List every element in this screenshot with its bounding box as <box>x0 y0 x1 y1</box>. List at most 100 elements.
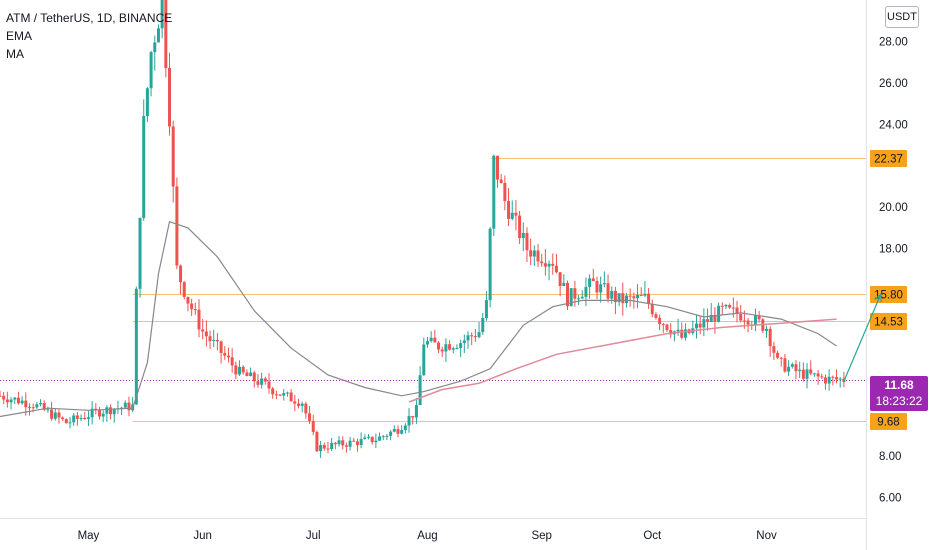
ma-line <box>0 220 837 418</box>
candle-body <box>809 369 813 374</box>
candle-body <box>42 403 46 410</box>
candle-body <box>215 339 219 342</box>
candle-body <box>234 365 238 375</box>
candle-body <box>326 448 330 450</box>
candle-body <box>794 364 798 372</box>
candle-body <box>838 378 842 380</box>
candle-body <box>728 304 732 308</box>
candle-body <box>344 445 348 447</box>
candle-body <box>271 388 275 395</box>
candle-body <box>831 376 835 378</box>
candle-body <box>175 186 179 266</box>
candle-body <box>171 126 175 187</box>
candle-body <box>359 439 363 446</box>
candle-body <box>610 290 614 299</box>
candle-body <box>223 353 227 356</box>
candle-body <box>683 329 687 338</box>
x-tick-label: Nov <box>756 530 777 542</box>
candle-body <box>400 430 404 434</box>
candle-body <box>591 278 595 282</box>
projection-arrow[interactable] <box>843 293 882 382</box>
candle-body <box>514 212 518 216</box>
candle-body <box>109 407 113 415</box>
candle-body <box>293 401 297 404</box>
x-tick-label: Jul <box>306 530 321 542</box>
candle-body <box>186 296 190 304</box>
candles <box>0 0 846 458</box>
candle-body <box>134 288 138 405</box>
candle-body <box>304 403 308 414</box>
y-tick-label: 8.00 <box>879 451 901 463</box>
y-tick-label: 20.00 <box>879 202 908 214</box>
candle-body <box>31 407 35 409</box>
candle-body <box>156 28 160 43</box>
candle-body <box>64 419 68 424</box>
candle-body <box>341 440 345 446</box>
candle-body <box>779 357 783 359</box>
currency-unit-button[interactable]: USDT <box>885 6 919 28</box>
candle-body <box>414 405 418 418</box>
candle-body <box>790 364 794 367</box>
candle-body <box>706 319 710 323</box>
candle-body <box>617 293 621 303</box>
candle-body <box>510 212 514 219</box>
legend-ma[interactable]: MA <box>6 47 24 61</box>
candle-body <box>245 372 249 377</box>
candle-body <box>720 305 724 307</box>
candle-body <box>378 436 382 441</box>
y-tick-label: 6.00 <box>879 492 901 504</box>
candle-body <box>90 408 94 418</box>
x-tick-label: May <box>78 530 100 542</box>
candle-body <box>621 293 625 304</box>
level-tag-label: 9.68 <box>877 417 899 429</box>
level-tag-label: 14.53 <box>874 317 903 329</box>
candle-body <box>86 417 90 419</box>
candle-body <box>602 283 606 285</box>
candle-body <box>680 329 684 338</box>
candle-body <box>462 340 466 344</box>
candle-body <box>787 366 791 372</box>
candle-body <box>27 407 31 409</box>
candle-body <box>308 413 312 421</box>
candle-body <box>658 317 662 325</box>
candle-body <box>315 432 319 452</box>
candle-body <box>558 272 562 286</box>
candle-body <box>654 314 658 318</box>
level-tag <box>870 313 907 330</box>
candle-body <box>72 415 76 423</box>
candle-body <box>278 394 282 396</box>
candle-body <box>466 335 470 341</box>
legend-ema[interactable]: EMA <box>6 29 33 43</box>
candle-body <box>753 315 757 325</box>
candle-body <box>484 300 488 319</box>
candle-body <box>149 52 153 89</box>
candle-body <box>569 288 573 307</box>
candle-body <box>319 445 323 452</box>
candle-body <box>448 344 452 350</box>
candle-body <box>190 303 194 310</box>
candle-body <box>79 418 83 420</box>
candle-body <box>525 232 529 251</box>
candle-body <box>495 155 499 180</box>
candle-body <box>333 442 337 445</box>
legend-title[interactable]: ATM / TetherUS, 1D, BINANCE <box>6 11 173 25</box>
candle-body <box>422 344 426 376</box>
candle-body <box>429 337 433 342</box>
candle-body <box>499 179 503 183</box>
chart-legend: ATM / TetherUS, 1D, BINANCE EMA MA <box>6 9 172 63</box>
candle-body <box>127 402 131 411</box>
candle-body <box>444 344 448 352</box>
candle-body <box>724 304 728 307</box>
candle-body <box>521 232 525 239</box>
candle-body <box>374 440 378 443</box>
candle-body <box>97 409 101 417</box>
candle-body <box>812 373 816 375</box>
candle-body <box>588 278 592 287</box>
candle-body <box>142 116 146 218</box>
candle-body <box>46 409 50 411</box>
candle-body <box>455 347 459 349</box>
candle-body <box>694 323 698 329</box>
candle-body <box>835 377 839 380</box>
candle-body <box>9 399 13 403</box>
